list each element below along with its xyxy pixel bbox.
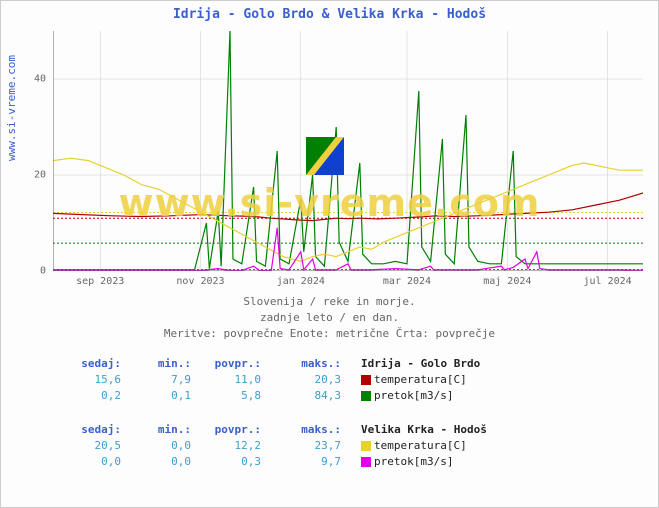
stats-value: 5,8	[201, 389, 261, 403]
stats-header: min.:	[131, 423, 191, 437]
legend-swatch-icon	[361, 441, 371, 451]
subtitle-1: Slovenija / reke in morje.	[1, 295, 658, 308]
stats-value: 11,0	[201, 373, 261, 387]
stats-value: 0,0	[131, 439, 191, 453]
stats-header: min.:	[131, 357, 191, 371]
legend-entry: temperatura[C]	[361, 373, 467, 387]
x-tick: mar 2024	[383, 276, 431, 287]
stats-value: 7,9	[131, 373, 191, 387]
stats-value: 0,2	[61, 389, 121, 403]
stats-value: 0,3	[201, 455, 261, 469]
x-tick: sep 2023	[76, 276, 124, 287]
chart-container: Idrija - Golo Brdo & Velika Krka - Hodoš…	[0, 0, 659, 508]
site-logo-icon	[306, 137, 344, 175]
legend-label: temperatura[C]	[374, 439, 467, 452]
legend-entry: pretok[m3/s]	[361, 389, 453, 403]
stats-header: maks.:	[281, 357, 341, 371]
x-axis: sep 2023 nov 2023 jan 2024 mar 2024 maj 2024…	[53, 276, 643, 290]
stats-value: 23,7	[281, 439, 341, 453]
subtitle-3: Meritve: povprečne Enote: metrične Črta:…	[1, 327, 658, 340]
stats-header: sedaj:	[61, 357, 121, 371]
x-tick: nov 2023	[176, 276, 224, 287]
y-axis-label: www.si-vreme.com	[5, 55, 18, 161]
stats-value: 20,5	[61, 439, 121, 453]
stats-header: povpr.:	[201, 423, 261, 437]
y-tick: 20	[18, 170, 46, 181]
stats-value: 84,3	[281, 389, 341, 403]
x-tick: jan 2024	[277, 276, 325, 287]
station-name: Idrija - Golo Brdo	[361, 357, 480, 371]
legend-label: pretok[m3/s]	[374, 389, 453, 402]
plot-area	[53, 31, 643, 271]
stats-header: povpr.:	[201, 357, 261, 371]
stats-header: maks.:	[281, 423, 341, 437]
stats-value: 0,0	[131, 455, 191, 469]
legend-entry: temperatura[C]	[361, 439, 467, 453]
stats-value: 0,1	[131, 389, 191, 403]
legend-swatch-icon	[361, 457, 371, 467]
stats-value: 9,7	[281, 455, 341, 469]
station-name: Velika Krka - Hodoš	[361, 423, 487, 437]
x-tick: maj 2024	[483, 276, 531, 287]
legend-swatch-icon	[361, 375, 371, 385]
subtitle-2: zadnje leto / en dan.	[1, 311, 658, 324]
y-tick: 0	[18, 266, 46, 277]
stats-header: sedaj:	[61, 423, 121, 437]
legend-label: pretok[m3/s]	[374, 455, 453, 468]
legend-swatch-icon	[361, 391, 371, 401]
stats-value: 0,0	[61, 455, 121, 469]
legend-label: temperatura[C]	[374, 373, 467, 386]
stats-value: 12,2	[201, 439, 261, 453]
stats-value: 20,3	[281, 373, 341, 387]
stats-value: 15,6	[61, 373, 121, 387]
chart-title: Idrija - Golo Brdo & Velika Krka - Hodoš	[1, 7, 658, 22]
x-tick: jul 2024	[584, 276, 632, 287]
legend-entry: pretok[m3/s]	[361, 455, 453, 469]
y-tick: 40	[18, 74, 46, 85]
